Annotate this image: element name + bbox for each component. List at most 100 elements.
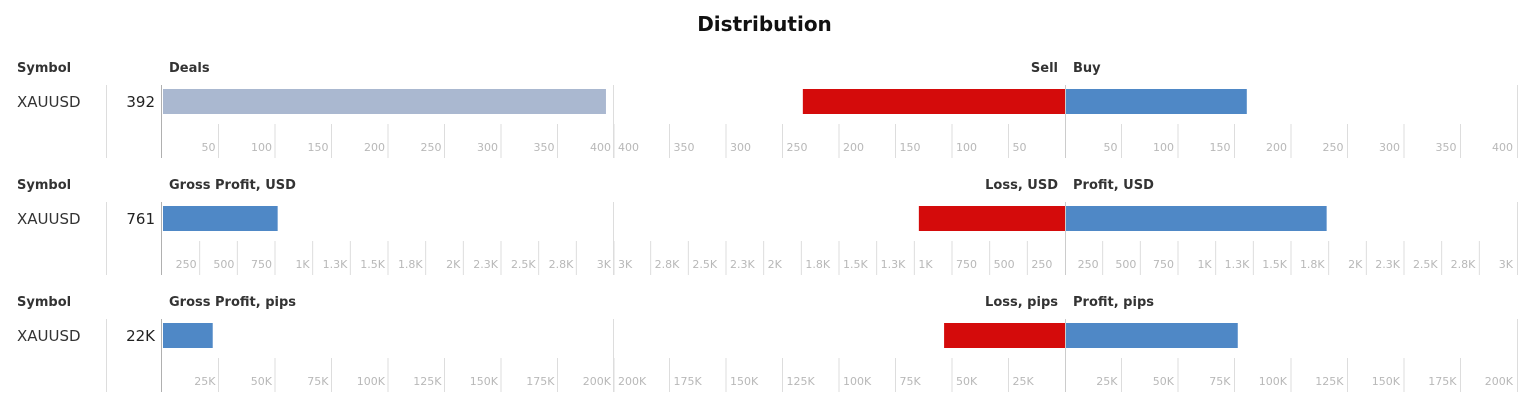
tick-label: 300 [477,141,498,154]
symbol-header: Symbol [17,178,71,193]
main-bar [163,206,278,231]
tick-label: 2.8K [549,258,574,271]
tick-label: 400 [618,141,639,154]
tick-label: 75K [1209,375,1231,388]
symbol-label: XAUUSD [17,93,81,111]
tick-label: 1.5K [1262,258,1287,271]
tick-label: 175K [674,375,703,388]
tick-label: 3K [1499,258,1514,271]
left-bar [944,323,1065,348]
tick-label: 750 [251,258,272,271]
tick-label: 125K [787,375,816,388]
symbol-label: XAUUSD [17,327,81,345]
left-header: Loss, USD [985,178,1058,193]
tick-label: 150 [1210,141,1231,154]
tick-label: 2K [1348,258,1363,271]
tick-label: 250 [1078,258,1099,271]
tick-label: 50K [956,375,978,388]
tick-label: 3K [618,258,633,271]
tick-label: 25K [194,375,216,388]
tick-label: 200K [583,375,612,388]
tick-label: 200K [1485,375,1514,388]
tick-label: 350 [534,141,555,154]
tick-label: 50K [1153,375,1175,388]
tick-label: 1.3K [1225,258,1250,271]
tick-label: 150 [900,141,921,154]
tick-label: 200 [364,141,385,154]
tick-label: 50 [1013,141,1027,154]
tick-label: 2.5K [1413,258,1438,271]
tick-label: 300 [1379,141,1400,154]
tick-label: 50 [202,141,216,154]
tick-label: 500 [213,258,234,271]
right-bar [1066,206,1327,231]
tick-label: 150K [470,375,499,388]
tick-label: 400 [1492,141,1513,154]
tick-label: 2.8K [655,258,680,271]
tick-label: 50 [1104,141,1118,154]
tick-label: 2.5K [511,258,536,271]
page-title: Distribution [697,12,832,36]
tick-label: 350 [1436,141,1457,154]
tick-label: 200 [843,141,864,154]
tick-label: 1.3K [323,258,348,271]
tick-label: 1.5K [843,258,868,271]
tick-label: 150K [1372,375,1401,388]
right-header: Buy [1073,61,1101,76]
right-header: Profit, pips [1073,295,1154,310]
tick-label: 2.8K [1451,258,1476,271]
tick-label: 2K [446,258,461,271]
symbol-header: Symbol [17,295,71,310]
tick-label: 100 [956,141,977,154]
tick-label: 350 [674,141,695,154]
tick-label: 2.3K [730,258,755,271]
tick-label: 3K [597,258,612,271]
tick-label: 2.3K [473,258,498,271]
tick-label: 1K [1197,258,1212,271]
tick-label: 125K [413,375,442,388]
tick-label: 75K [307,375,329,388]
tick-label: 500 [1115,258,1136,271]
tick-label: 250 [1031,258,1052,271]
tick-label: 1.8K [398,258,423,271]
right-bar [1066,89,1247,114]
tick-label: 200 [1266,141,1287,154]
main-bar [163,323,213,348]
tick-label: 100K [357,375,386,388]
tick-label: 175K [1428,375,1457,388]
tick-label: 150 [308,141,329,154]
tick-label: 500 [994,258,1015,271]
left-header: Sell [1031,61,1058,76]
tick-label: 100K [843,375,872,388]
tick-label: 750 [956,258,977,271]
total-value: 22K [126,327,156,345]
tick-label: 2K [768,258,783,271]
tick-label: 1.5K [360,258,385,271]
tick-label: 25K [1013,375,1035,388]
tick-label: 100 [251,141,272,154]
tick-label: 1K [295,258,310,271]
left-bar [802,89,1065,114]
tick-label: 250 [421,141,442,154]
tick-label: 150K [730,375,759,388]
tick-label: 100K [1259,375,1288,388]
tick-label: 75K [900,375,922,388]
tick-label: 175K [526,375,555,388]
left-bar [918,206,1065,231]
tick-label: 25K [1096,375,1118,388]
tick-label: 1.8K [1300,258,1325,271]
tick-label: 100 [1153,141,1174,154]
tick-label: 250 [787,141,808,154]
tick-label: 2.5K [692,258,717,271]
tick-label: 125K [1315,375,1344,388]
main-bar [163,89,606,114]
symbol-header: Symbol [17,61,71,76]
symbol-label: XAUUSD [17,210,81,228]
right-header: Profit, USD [1073,178,1154,193]
tick-label: 50K [251,375,273,388]
tick-label: 250 [176,258,197,271]
tick-label: 400 [590,141,611,154]
tick-label: 300 [730,141,751,154]
tick-label: 250 [1323,141,1344,154]
